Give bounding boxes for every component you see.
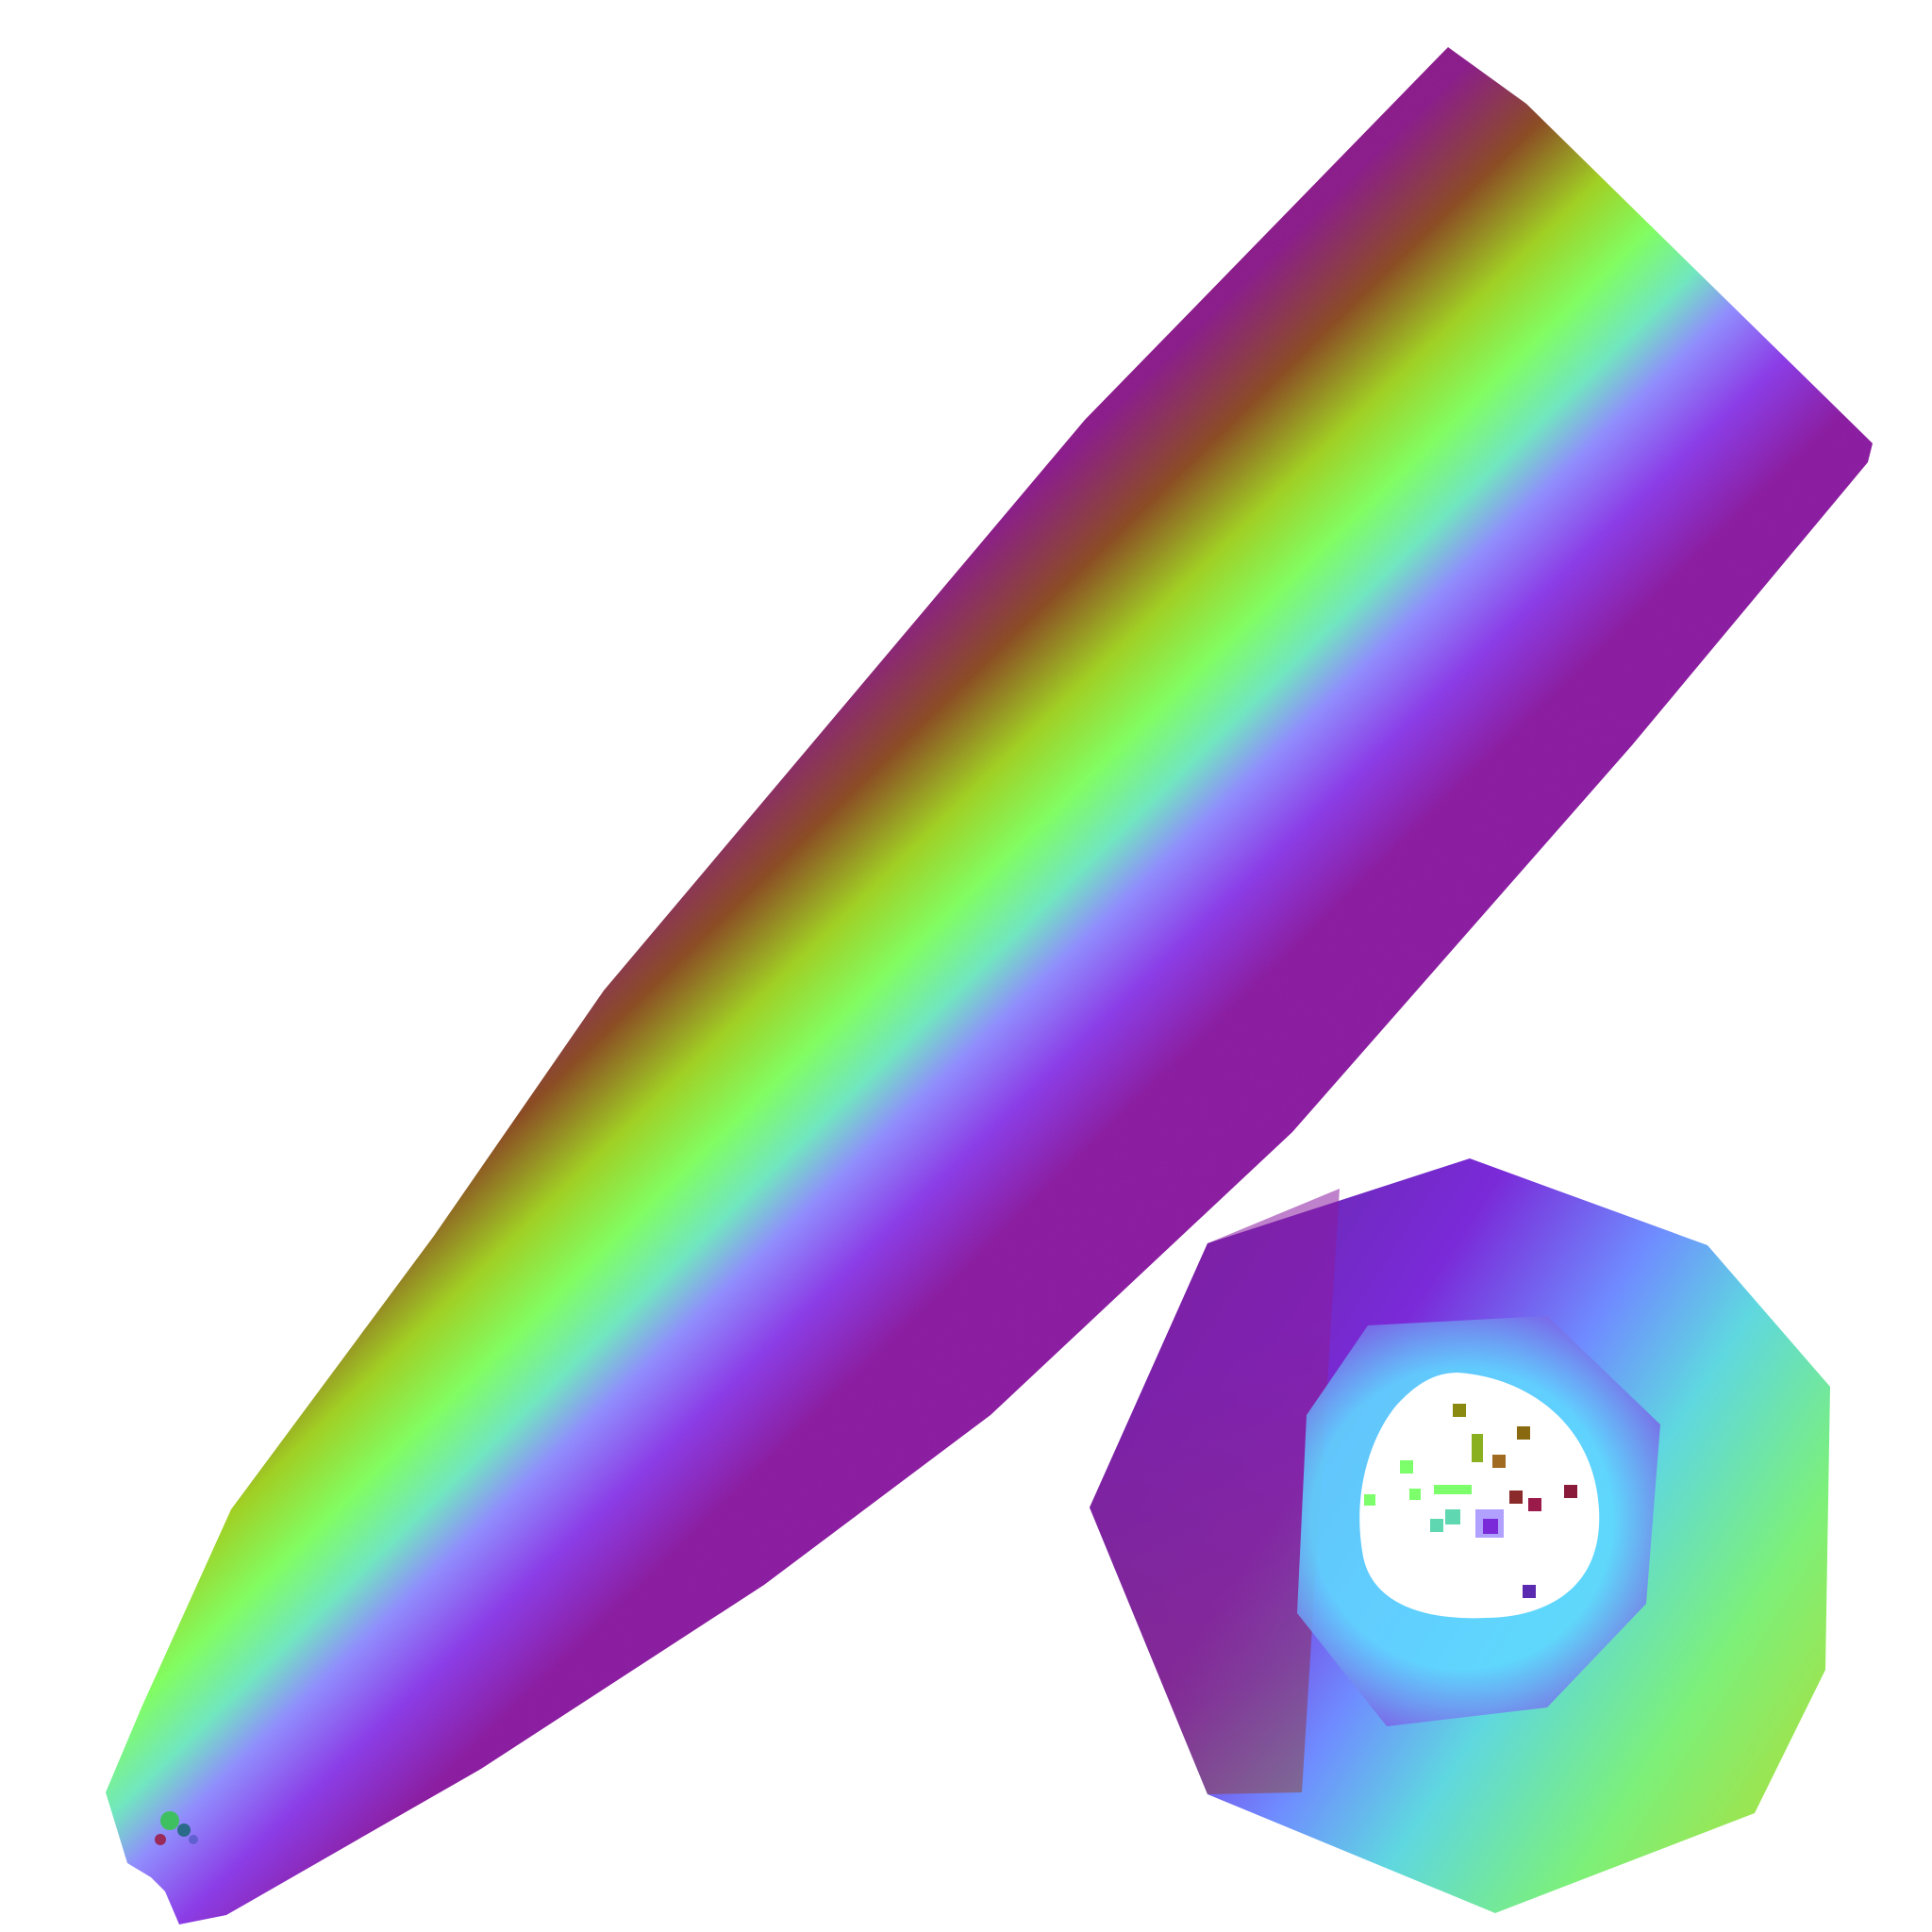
center-speckles — [1364, 1404, 1577, 1598]
hollow-center — [1359, 1373, 1600, 1619]
rod-tip — [155, 1811, 198, 1845]
